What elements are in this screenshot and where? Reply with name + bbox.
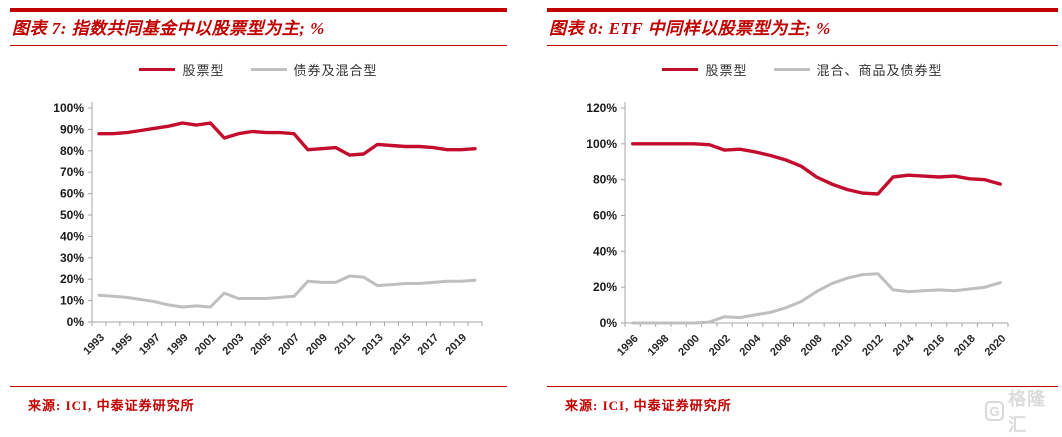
x-tick-label: 1999 bbox=[165, 332, 191, 358]
legend-item: 债券及混合型 bbox=[250, 60, 378, 79]
y-tick-label: 0% bbox=[67, 315, 85, 329]
legend-label: 股票型 bbox=[182, 62, 225, 78]
gelonghui-watermark: G 格隆汇 bbox=[985, 389, 1062, 435]
x-tick-label: 2003 bbox=[221, 332, 247, 358]
x-tick-label: 2001 bbox=[193, 332, 219, 358]
series-line bbox=[97, 274, 477, 309]
figure-8-panel: 图表 8: ETF 中同样以股票型为主; % 股票型 混合、商品及债券型 0% 20… bbox=[547, 8, 1058, 422]
figure-7-title: 图表 7: 指数共同基金中以股票型为主; % bbox=[12, 19, 325, 38]
x-tick-label: 1996 bbox=[615, 333, 641, 359]
x-tick-label: 2008 bbox=[799, 333, 825, 359]
y-tick-label: 90% bbox=[60, 122, 84, 136]
series-line bbox=[630, 142, 1002, 196]
legend-label: 债券及混合型 bbox=[293, 62, 378, 78]
figure-7-legend: 股票型 债券及混合型 bbox=[10, 60, 507, 78]
x-tick-label: 2004 bbox=[738, 332, 764, 358]
x-tick-label: 2017 bbox=[416, 332, 442, 358]
legend-item: 混合、商品及债券型 bbox=[773, 60, 943, 79]
x-tick-label: 1998 bbox=[646, 333, 672, 359]
figure-8-title: 图表 8: ETF 中同样以股票型为主; % bbox=[549, 19, 831, 38]
source-text: 来源: ICI, 中泰证券研究所 bbox=[565, 398, 732, 413]
x-tick-label: 2002 bbox=[707, 333, 733, 359]
y-tick-label: 60% bbox=[593, 209, 617, 223]
panel-top-rule bbox=[10, 8, 507, 12]
legend-line-swatch bbox=[773, 67, 810, 71]
y-tick-label: 40% bbox=[60, 229, 84, 243]
title-underline bbox=[547, 45, 1058, 46]
legend-label: 混合、商品及债券型 bbox=[816, 62, 943, 78]
legend-line-swatch bbox=[662, 67, 699, 71]
y-tick-label: 0% bbox=[600, 316, 618, 330]
x-tick-label: 2000 bbox=[676, 333, 702, 359]
legend-item: 股票型 bbox=[139, 60, 224, 79]
x-tick-label: 1995 bbox=[109, 332, 135, 358]
x-tick-label: 2015 bbox=[388, 332, 414, 358]
x-tick-label: 2020 bbox=[983, 333, 1009, 359]
x-tick-label: 1997 bbox=[137, 332, 163, 358]
y-tick-label: 80% bbox=[60, 144, 84, 158]
series-line bbox=[631, 272, 1002, 325]
x-tick-label: 2007 bbox=[276, 332, 302, 358]
y-tick-label: 20% bbox=[60, 272, 84, 286]
x-tick-label: 2005 bbox=[248, 332, 274, 358]
figure-7-panel: 图表 7: 指数共同基金中以股票型为主; % 股票型 债券及混合型 0% 10% 20… bbox=[10, 8, 507, 422]
title-underline bbox=[10, 45, 507, 46]
x-tick-label: 2006 bbox=[768, 333, 794, 359]
panel-top-rule bbox=[547, 8, 1058, 12]
x-tick-label: 2016 bbox=[921, 333, 947, 359]
y-tick-label: 70% bbox=[60, 165, 84, 179]
figure-7-line-chart: 0%10%20%30%40%50%60%70%80%90%100%1993 199… bbox=[53, 101, 483, 358]
x-tick-label: 2010 bbox=[829, 333, 855, 359]
legend-label: 股票型 bbox=[705, 62, 748, 78]
x-tick-label: 1993 bbox=[81, 332, 107, 358]
legend-line-swatch bbox=[139, 67, 176, 71]
figure-8-line-chart: 0%20%40%60%80%100%120%1996 1998 2000 2002 20… bbox=[586, 101, 1009, 359]
y-tick-label: 50% bbox=[60, 208, 84, 222]
x-tick-label: 2018 bbox=[952, 333, 978, 359]
x-tick-label: 2012 bbox=[860, 333, 886, 359]
x-tick-label: 2011 bbox=[332, 332, 357, 357]
gelonghui-brand-text: 格隆汇 bbox=[1008, 389, 1047, 435]
y-tick-label: 10% bbox=[60, 294, 84, 308]
y-tick-label: 100% bbox=[53, 101, 84, 115]
legend-item: 股票型 bbox=[662, 60, 747, 79]
figure-8-source: 来源: ICI, 中泰证券研究所 bbox=[547, 386, 1058, 414]
x-tick-label: 2014 bbox=[891, 332, 917, 358]
x-tick-label: 2009 bbox=[304, 332, 330, 358]
report-figures-page: { "colors": { "header_red": "#C00000", "… bbox=[10, 8, 1062, 435]
y-tick-label: 120% bbox=[586, 101, 617, 115]
gelonghui-logo-icon: G bbox=[985, 401, 1005, 421]
x-tick-label: 2013 bbox=[360, 332, 386, 358]
legend-line-swatch bbox=[250, 67, 287, 71]
y-tick-label: 60% bbox=[60, 187, 84, 201]
source-text: 来源: ICI, 中泰证券研究所 bbox=[28, 398, 195, 413]
y-tick-label: 40% bbox=[593, 244, 617, 258]
y-tick-label: 80% bbox=[593, 173, 617, 187]
y-tick-label: 100% bbox=[586, 137, 617, 151]
y-tick-label: 30% bbox=[60, 251, 84, 265]
series-line bbox=[97, 121, 477, 157]
figure-7-source: 来源: ICI, 中泰证券研究所 bbox=[10, 386, 507, 414]
x-tick-label: 2019 bbox=[443, 332, 469, 358]
figure-8-legend: 股票型 混合、商品及债券型 bbox=[547, 60, 1058, 78]
y-tick-label: 20% bbox=[593, 280, 617, 294]
